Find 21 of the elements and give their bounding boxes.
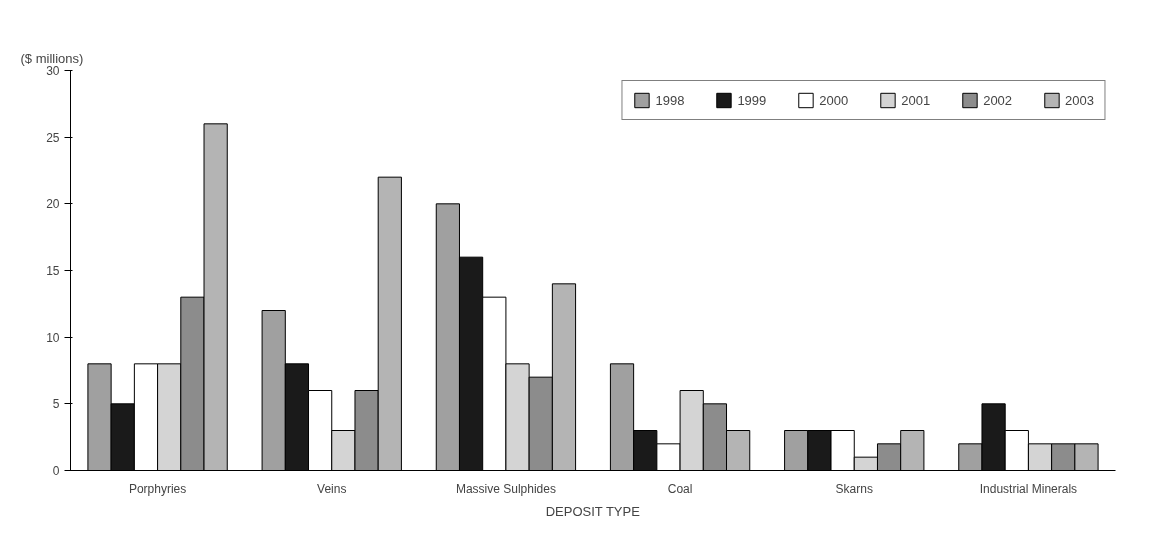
y-tick-label: 0 bbox=[52, 464, 60, 478]
legend-label: 2002 bbox=[983, 92, 1013, 108]
x-tick-label: Industrial Minerals bbox=[979, 481, 1078, 496]
x-tick-label: Massive Sulphides bbox=[455, 481, 556, 496]
x-axis-title: DEPOSIT TYPE bbox=[545, 503, 641, 519]
x-tick-label: Porphyries bbox=[128, 481, 187, 496]
x-tick-label: Skarns bbox=[835, 481, 873, 496]
legend-label: 2003 bbox=[1065, 92, 1094, 108]
y-tick-label: 25 bbox=[46, 130, 60, 145]
legend-label: 2000 bbox=[819, 92, 849, 108]
legend-label: 2001 bbox=[901, 92, 931, 108]
y-tick-label: 15 bbox=[46, 264, 60, 278]
y-tick-label: 30 bbox=[46, 64, 60, 78]
legend-label: 1999 bbox=[737, 92, 767, 108]
x-tick-label: Coal bbox=[667, 481, 693, 496]
y-tick-label: 5 bbox=[52, 397, 60, 412]
legend-label: 1998 bbox=[655, 92, 685, 108]
y-tick-label: 10 bbox=[46, 330, 60, 345]
y-axis-title: ($ millions) bbox=[20, 50, 84, 66]
y-tick-label: 20 bbox=[46, 197, 60, 212]
x-tick-label: Veins bbox=[317, 481, 347, 496]
